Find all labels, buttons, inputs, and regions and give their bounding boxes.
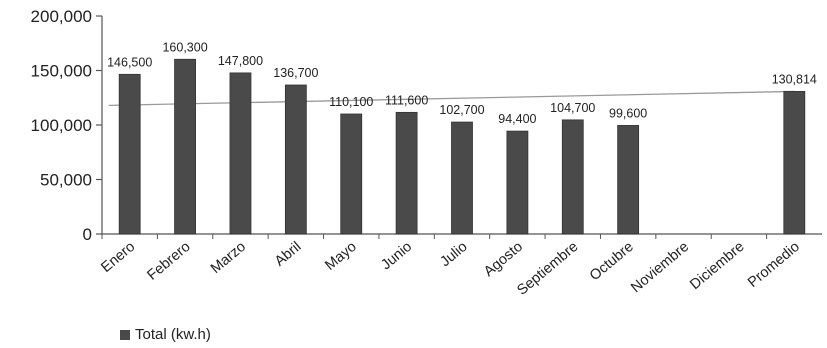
bars (118, 58, 806, 235)
y-tick-label: 150,000 (31, 62, 92, 81)
data-label: 104,700 (550, 101, 595, 115)
bar (561, 119, 584, 235)
data-label: 147,800 (218, 54, 263, 68)
bar (174, 58, 196, 235)
x-tick-label: Enero (98, 239, 138, 276)
bar (395, 111, 418, 235)
x-tick-label: Junio (378, 239, 415, 274)
x-tick-label: Agosto (481, 239, 526, 280)
bar (118, 73, 141, 235)
bar (506, 130, 529, 235)
x-axis: Enero Febrero Marzo Abril Mayo Junio Julio Agos… (98, 233, 822, 299)
bar (340, 113, 363, 235)
x-tick-label: Diciembre (687, 239, 747, 293)
x-tick-label: Marzo (208, 239, 249, 277)
legend: Total (kw.h) (120, 326, 211, 343)
x-tick-label: Octubre (587, 239, 637, 284)
x-tick-label: Septiembre (514, 239, 581, 299)
bar (783, 91, 806, 235)
bar (284, 84, 307, 235)
legend-swatch (120, 329, 130, 340)
data-label: 146,500 (107, 55, 152, 69)
x-tick-label: Mayo (322, 239, 359, 274)
data-labels: 146,500 160,300 147,800 136,700 110,100 111,6… (107, 40, 817, 126)
reference-line (108, 90, 795, 107)
data-label: 102,700 (439, 103, 484, 117)
data-label: 160,300 (162, 40, 207, 54)
data-label: 99,600 (609, 106, 647, 120)
y-tick-label: 0 (83, 225, 92, 244)
x-tick-label: Noviembre (628, 239, 692, 296)
data-label: 111,600 (385, 93, 428, 107)
data-label: 136,700 (273, 66, 318, 80)
y-tick-label: 200,000 (31, 7, 92, 26)
trend-line (108, 90, 795, 107)
y-tick-label: 50,000 (40, 171, 92, 190)
bar (451, 121, 473, 235)
data-label: 110,100 (329, 95, 373, 109)
legend-label: Total (kw.h) (135, 326, 211, 343)
data-label: 130,814 (772, 72, 817, 86)
x-tick-label: Promedio (745, 239, 803, 291)
y-tick-label: 100,000 (31, 116, 92, 135)
y-axis: 0 50,000 100,000 150,000 200,000 (31, 7, 103, 244)
x-tick-label: Abril (272, 239, 305, 270)
data-label: 94,400 (498, 112, 536, 126)
x-tick-label: Julio (437, 239, 470, 270)
bar (617, 125, 640, 235)
bar (229, 72, 252, 235)
x-tick-label: Febrero (144, 239, 193, 284)
